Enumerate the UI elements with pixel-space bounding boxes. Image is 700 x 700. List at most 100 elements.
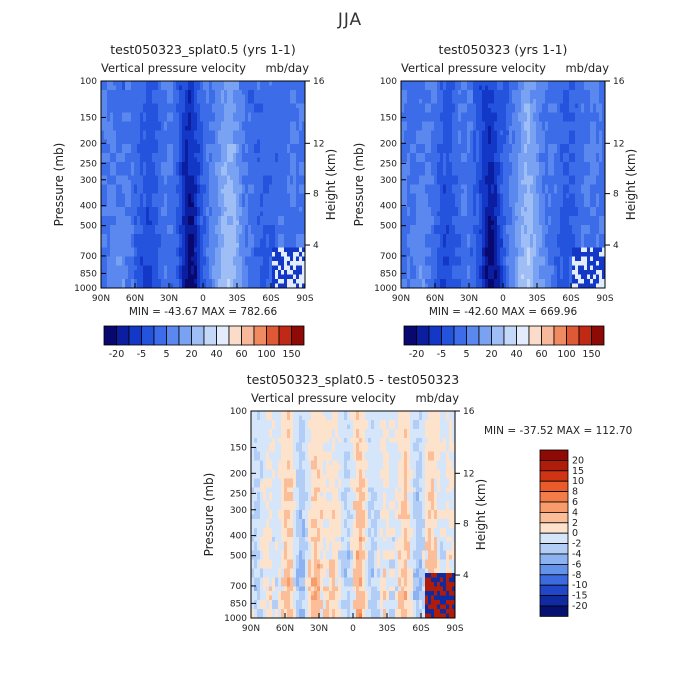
field-cell	[410, 157, 414, 163]
field-cell	[242, 85, 246, 91]
field-cell	[485, 189, 489, 194]
field-cell	[221, 81, 225, 86]
field-cell	[293, 157, 297, 163]
field-cell	[443, 211, 447, 217]
field-cell	[209, 90, 213, 95]
field-cell	[164, 238, 168, 244]
field-cell	[119, 238, 123, 244]
field-cell	[227, 202, 231, 208]
field-cell	[188, 144, 192, 149]
field-cell	[446, 99, 450, 104]
field-cell	[419, 198, 423, 203]
field-cell	[170, 184, 174, 190]
field-cell	[449, 126, 453, 131]
field-cell	[272, 94, 276, 100]
field-cell	[128, 243, 132, 248]
field-cell	[509, 247, 513, 253]
field-cell	[167, 171, 171, 176]
field-cell	[260, 211, 264, 217]
field-cell	[461, 279, 465, 284]
field-cell	[500, 270, 504, 275]
field-cell	[182, 171, 186, 176]
field-cell	[290, 216, 294, 221]
field-cell	[239, 265, 243, 271]
field-cell	[509, 126, 513, 131]
field-cell	[506, 117, 510, 122]
field-cell	[221, 279, 225, 284]
field-cell	[467, 94, 471, 100]
field-cell	[104, 90, 108, 95]
field-cell	[131, 162, 135, 167]
field-cell	[296, 234, 300, 239]
field-cell	[257, 103, 261, 109]
field-cell	[134, 94, 138, 100]
field-cell	[299, 144, 303, 149]
field-cell	[203, 220, 207, 226]
field-cell	[407, 220, 411, 226]
field-cell	[155, 220, 159, 226]
field-cell	[446, 225, 450, 230]
field-cell	[227, 103, 231, 109]
field-cell	[188, 216, 192, 221]
field-cell	[110, 180, 114, 185]
field-cell	[482, 216, 486, 221]
field-cell	[446, 85, 450, 91]
field-cell	[476, 216, 480, 221]
field-cell	[275, 184, 279, 190]
field-cell	[185, 139, 189, 145]
field-cell	[458, 252, 462, 257]
field-cell	[227, 162, 231, 167]
field-cell	[104, 135, 108, 140]
field-cell	[176, 225, 180, 230]
field-cell	[176, 256, 180, 262]
field-cell	[467, 189, 471, 194]
field-cell	[422, 153, 426, 158]
field-cell	[206, 117, 210, 122]
field-cell	[299, 121, 303, 127]
field-cell	[275, 211, 279, 217]
field-cell	[464, 216, 468, 221]
field-cell	[488, 99, 492, 104]
field-cell	[188, 193, 192, 199]
field-cell	[413, 180, 417, 185]
field-cell	[248, 256, 252, 262]
field-cell	[437, 139, 441, 145]
field-cell	[425, 234, 429, 239]
field-cell	[185, 274, 189, 280]
field-cell	[446, 153, 450, 158]
field-cell	[257, 90, 261, 95]
field-cell	[449, 108, 453, 113]
field-cell	[494, 180, 498, 185]
field-cell	[422, 234, 426, 239]
field-cell	[131, 117, 135, 122]
field-cell	[437, 175, 441, 181]
field-cell	[263, 103, 267, 109]
field-cell	[422, 148, 426, 154]
field-cell	[110, 270, 114, 275]
field-cell	[104, 148, 108, 154]
field-cell	[428, 81, 432, 86]
field-cell	[440, 157, 444, 163]
field-cell	[458, 238, 462, 244]
field-cell	[251, 279, 255, 284]
field-cell	[461, 265, 465, 271]
field-cell	[137, 234, 141, 239]
field-cell	[425, 261, 429, 266]
field-cell	[101, 198, 105, 203]
field-cell	[437, 243, 441, 248]
field-cell	[407, 274, 411, 280]
field-cell	[113, 198, 117, 203]
field-cell	[302, 94, 306, 100]
field-cell	[503, 180, 507, 185]
field-cell	[185, 166, 189, 172]
field-cell	[401, 108, 405, 113]
field-cell	[191, 139, 195, 145]
field-cell	[143, 81, 147, 86]
field-cell	[116, 270, 120, 275]
field-cell	[146, 198, 150, 203]
field-cell	[401, 261, 405, 266]
field-cell	[224, 238, 228, 244]
field-cell	[404, 126, 408, 131]
field-cell	[437, 252, 441, 257]
field-cell	[497, 283, 501, 289]
